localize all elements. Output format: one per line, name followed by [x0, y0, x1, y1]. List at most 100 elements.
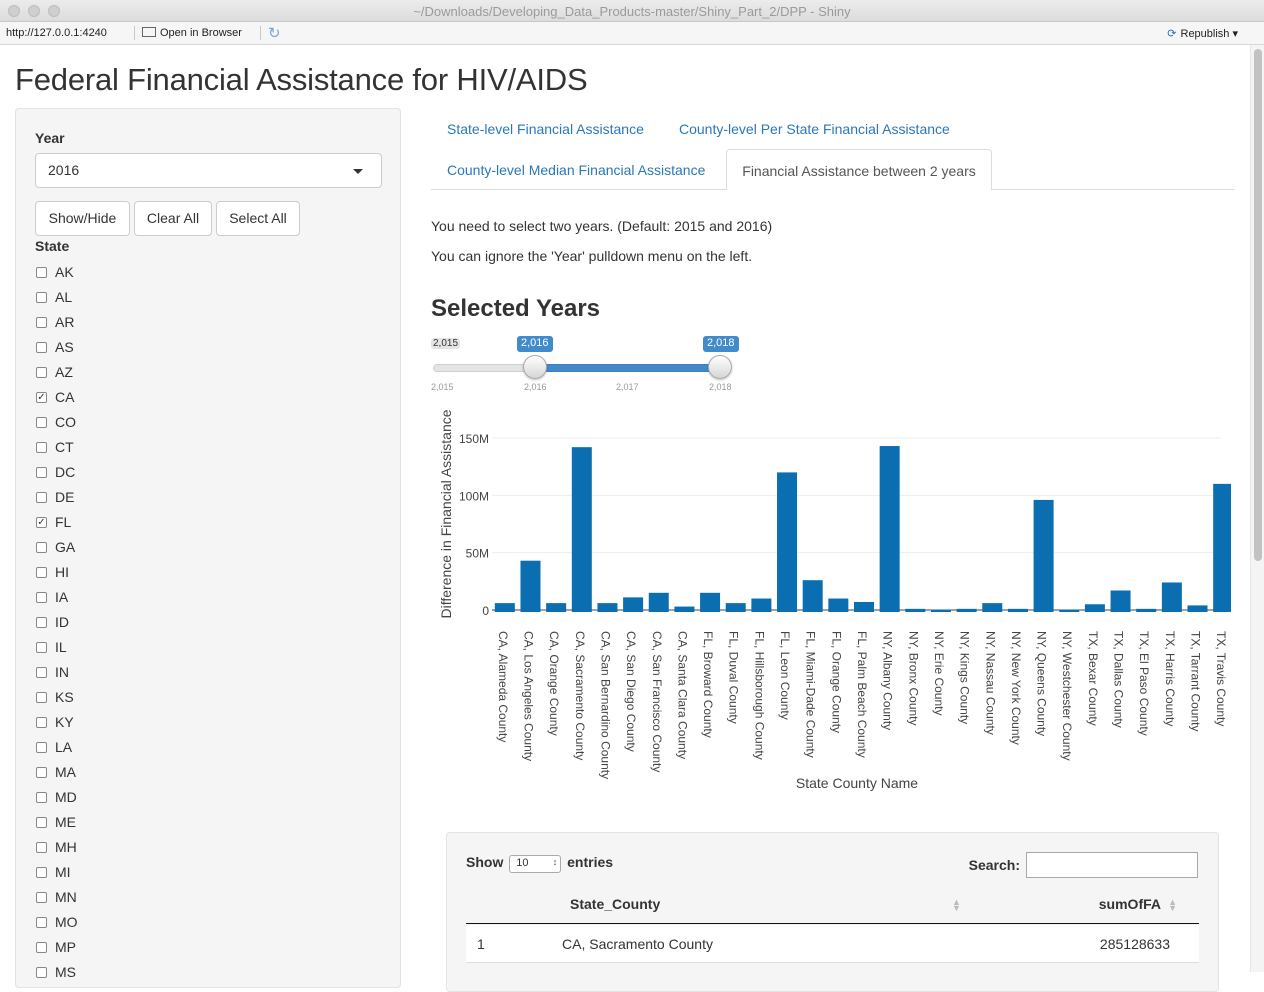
table-search: Search:: [969, 852, 1198, 878]
show-hide-button[interactable]: Show/Hide: [35, 201, 130, 236]
state-checkbox-label: AS: [55, 339, 74, 355]
entries-length-control: Show 10 ↕ entries: [466, 854, 613, 873]
tab-county-per-state[interactable]: County-level Per State Financial Assista…: [679, 121, 950, 137]
x-tick-label: FL, Orange County: [829, 631, 843, 733]
checkbox-icon[interactable]: [36, 842, 47, 853]
checkbox-icon[interactable]: [36, 742, 47, 753]
caret-down-icon: [353, 169, 363, 174]
column-header-state-county[interactable]: State_County: [570, 896, 661, 912]
clear-all-button[interactable]: Clear All: [134, 201, 212, 236]
x-tick-label: CA, Los Angeles County: [521, 631, 535, 761]
x-tick-label: NY, Westchester County: [1060, 631, 1074, 761]
page-scrollbar[interactable]: [1250, 45, 1264, 972]
checkbox-icon[interactable]: [36, 267, 47, 278]
zoom-window-button[interactable]: [48, 5, 60, 17]
checkbox-icon[interactable]: [36, 942, 47, 953]
checkbox-icon[interactable]: [36, 492, 47, 503]
bar: [494, 603, 515, 612]
checkbox-icon[interactable]: [36, 467, 47, 478]
checkbox-checked-icon[interactable]: ✓: [36, 517, 47, 528]
x-tick-label: TX, El Paso County: [1137, 631, 1151, 736]
checkbox-icon[interactable]: [36, 567, 47, 578]
bar: [828, 598, 849, 612]
checkbox-icon[interactable]: [36, 792, 47, 803]
checkbox-icon[interactable]: [36, 967, 47, 978]
tab-state-level[interactable]: State-level Financial Assistance: [447, 121, 644, 137]
scrollbar-thumb[interactable]: [1254, 49, 1262, 561]
republish-label: Republish: [1180, 28, 1230, 40]
bar: [956, 608, 977, 612]
x-tick-label: CA, San Bernardino County: [598, 631, 612, 779]
bar: [674, 606, 695, 612]
x-tick-label: NY, Kings County: [958, 631, 972, 724]
x-tick-label: NY, Bronx County: [906, 631, 920, 726]
bar: [571, 447, 592, 612]
x-tick-label: CA, San Diego County: [624, 631, 638, 752]
year-select[interactable]: 2016: [35, 153, 382, 188]
url-display[interactable]: http://127.0.0.1:4240: [6, 27, 107, 39]
bar: [1136, 608, 1157, 612]
window-title-bar: ~/Downloads/Developing_Data_Products-mas…: [0, 0, 1264, 22]
checkbox-icon[interactable]: [36, 617, 47, 628]
tab-county-median[interactable]: County-level Median Financial Assistance: [447, 162, 706, 178]
checkbox-icon[interactable]: [36, 292, 47, 303]
republish-button[interactable]: ⟳ Republish ▾: [1167, 28, 1238, 40]
checkbox-icon[interactable]: [36, 667, 47, 678]
slider-to-handle[interactable]: [708, 355, 732, 379]
minimize-window-button[interactable]: [28, 5, 40, 17]
checkbox-icon[interactable]: [36, 542, 47, 553]
sort-icon[interactable]: ▲ ▼: [952, 897, 961, 913]
checkbox-checked-icon[interactable]: ✓: [36, 392, 47, 403]
state-checkbox-label: ME: [55, 814, 76, 830]
checkbox-icon[interactable]: [36, 367, 47, 378]
search-input[interactable]: [1026, 852, 1198, 878]
updown-icon: ↕: [552, 857, 558, 867]
x-tick-label: NY, Queens County: [1035, 631, 1049, 736]
column-header-sumoffa[interactable]: sumOfFA: [1098, 896, 1161, 912]
state-checkbox-label: DC: [55, 464, 76, 480]
state-checkbox-label: AL: [55, 289, 73, 305]
search-label: Search:: [968, 857, 1020, 873]
checkbox-icon[interactable]: [36, 442, 47, 453]
checkbox-icon[interactable]: [36, 917, 47, 928]
checkbox-icon[interactable]: [36, 817, 47, 828]
toolbar-separator: [260, 26, 261, 40]
x-axis-title: State County Name: [796, 775, 918, 791]
state-checkbox-label: CT: [55, 439, 74, 455]
state-checkbox-label: ID: [55, 614, 69, 630]
x-tick-label: FL, Miami-Dade County: [804, 631, 818, 758]
checkbox-icon[interactable]: [36, 592, 47, 603]
checkbox-icon[interactable]: [36, 892, 47, 903]
slider-from-handle[interactable]: [523, 355, 547, 379]
show-label: Show: [466, 854, 504, 870]
checkbox-icon[interactable]: [36, 317, 47, 328]
bar: [1187, 605, 1208, 612]
checkbox-icon[interactable]: [36, 717, 47, 728]
x-tick-label: CA, Alameda County: [496, 631, 510, 742]
checkbox-icon[interactable]: [36, 867, 47, 878]
state-checkbox-label: MA: [55, 764, 76, 780]
bar: [546, 603, 567, 612]
x-tick-label: TX, Tarrant County: [1189, 631, 1203, 732]
checkbox-icon[interactable]: [36, 342, 47, 353]
select-all-button[interactable]: Select All: [216, 201, 300, 236]
sort-icon[interactable]: ▲ ▼: [1168, 897, 1177, 913]
state-checkbox-label: AR: [55, 314, 75, 330]
bar: [1084, 604, 1105, 612]
checkbox-icon[interactable]: [36, 642, 47, 653]
open-in-browser-button[interactable]: Open in Browser: [142, 27, 242, 39]
checkbox-icon[interactable]: [36, 417, 47, 428]
refresh-icon[interactable]: ↻: [268, 25, 281, 42]
year-range-slider[interactable]: 2,015 2,016 2,018 2,015 2,016 2,017 2,01…: [431, 335, 751, 395]
y-tick-label: 50M: [466, 547, 489, 561]
checkbox-icon[interactable]: [36, 767, 47, 778]
slider-tick-label: 2,016: [524, 382, 547, 392]
state-checkbox-label: MI: [55, 864, 71, 880]
checkbox-icon[interactable]: [36, 692, 47, 703]
instruction-note-1: You need to select two years. (Default: …: [431, 218, 773, 234]
close-window-button[interactable]: [8, 5, 20, 17]
entries-select[interactable]: 10 ↕: [509, 855, 562, 873]
x-tick-label: NY, Nassau County: [983, 631, 997, 735]
tab-between-2-years[interactable]: Financial Assistance between 2 years: [726, 149, 992, 190]
state-checkbox-label: HI: [55, 564, 69, 580]
